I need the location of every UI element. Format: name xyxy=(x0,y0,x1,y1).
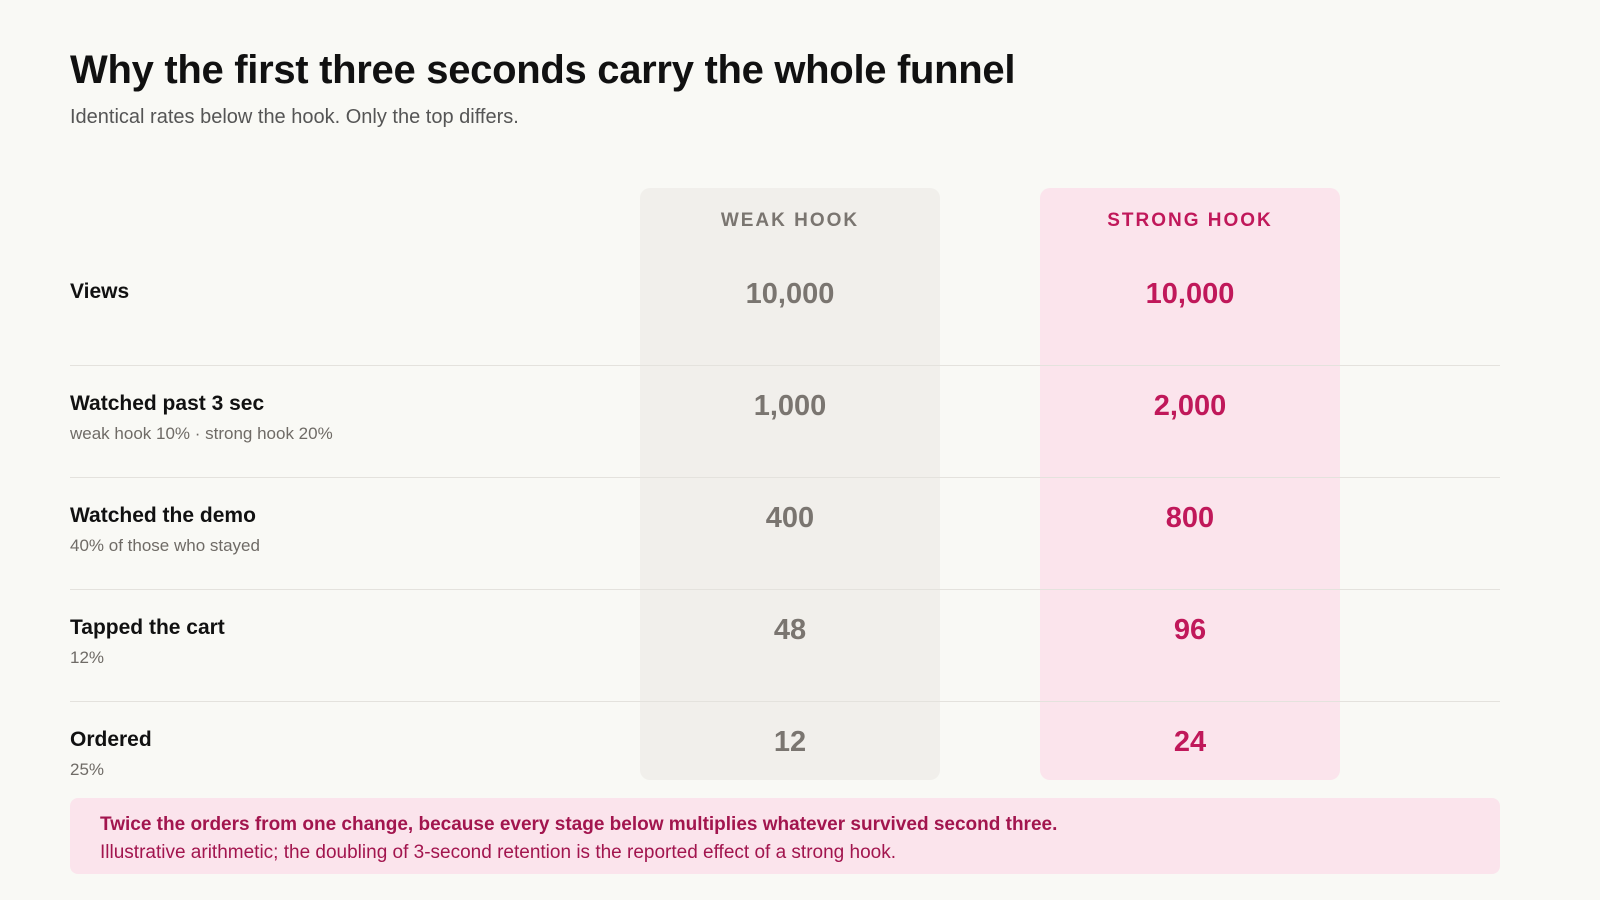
takeaway-callout: Twice the orders from one change, becaus… xyxy=(70,798,1500,874)
stage-label: Watched past 3 sec xyxy=(70,392,265,415)
callout-headline: Twice the orders from one change, becaus… xyxy=(100,814,1058,835)
strong-hook-value: 10,000 xyxy=(1145,278,1235,310)
stage-label: Views xyxy=(70,280,130,303)
stage-label: Ordered xyxy=(70,728,152,751)
funnel-row-ordered: Ordered 25% 12 24 xyxy=(70,702,1500,814)
funnel-row-watched-3-sec: Watched past 3 sec weak hook 10% · stron… xyxy=(70,366,1500,478)
strong-hook-value: 2,000 xyxy=(1153,390,1227,422)
strong-hook-value: 96 xyxy=(1173,614,1207,646)
funnel-row-views: Views 10,000 10,000 xyxy=(70,254,1500,366)
weak-hook-value: 400 xyxy=(765,502,815,534)
strong-hook-value: 24 xyxy=(1173,726,1207,758)
weak-hook-value: 10,000 xyxy=(745,278,835,310)
funnel-row-watched-demo: Watched the demo 40% of those who stayed… xyxy=(70,478,1500,590)
stage-label: Tapped the cart xyxy=(70,616,225,639)
funnel-row-tapped-cart: Tapped the cart 12% 48 96 xyxy=(70,590,1500,702)
weak-hook-value: 1,000 xyxy=(753,390,827,422)
callout-footnote: Illustrative arithmetic; the doubling of… xyxy=(100,842,896,863)
stage-label: Watched the demo xyxy=(70,504,256,527)
stage-note: 12% xyxy=(70,648,105,667)
weak-hook-column-background xyxy=(640,188,940,780)
stage-note: weak hook 10% · strong hook 20% xyxy=(70,424,333,443)
funnel-table: Views 10,000 10,000 Watched past 3 sec w… xyxy=(70,254,1500,814)
page-subtitle: Identical rates below the hook. Only the… xyxy=(70,106,519,128)
stage-note: 40% of those who stayed xyxy=(70,536,260,555)
strong-hook-column-header: STRONG HOOK xyxy=(1107,210,1273,231)
strong-hook-value: 800 xyxy=(1165,502,1215,534)
page-title: Why the first three seconds carry the wh… xyxy=(70,48,1016,92)
weak-hook-value: 12 xyxy=(773,726,807,758)
strong-hook-column-background xyxy=(1040,188,1340,780)
stage-note: 25% xyxy=(70,760,105,779)
weak-hook-value: 48 xyxy=(773,614,807,646)
weak-hook-column-header: WEAK HOOK xyxy=(720,210,860,231)
